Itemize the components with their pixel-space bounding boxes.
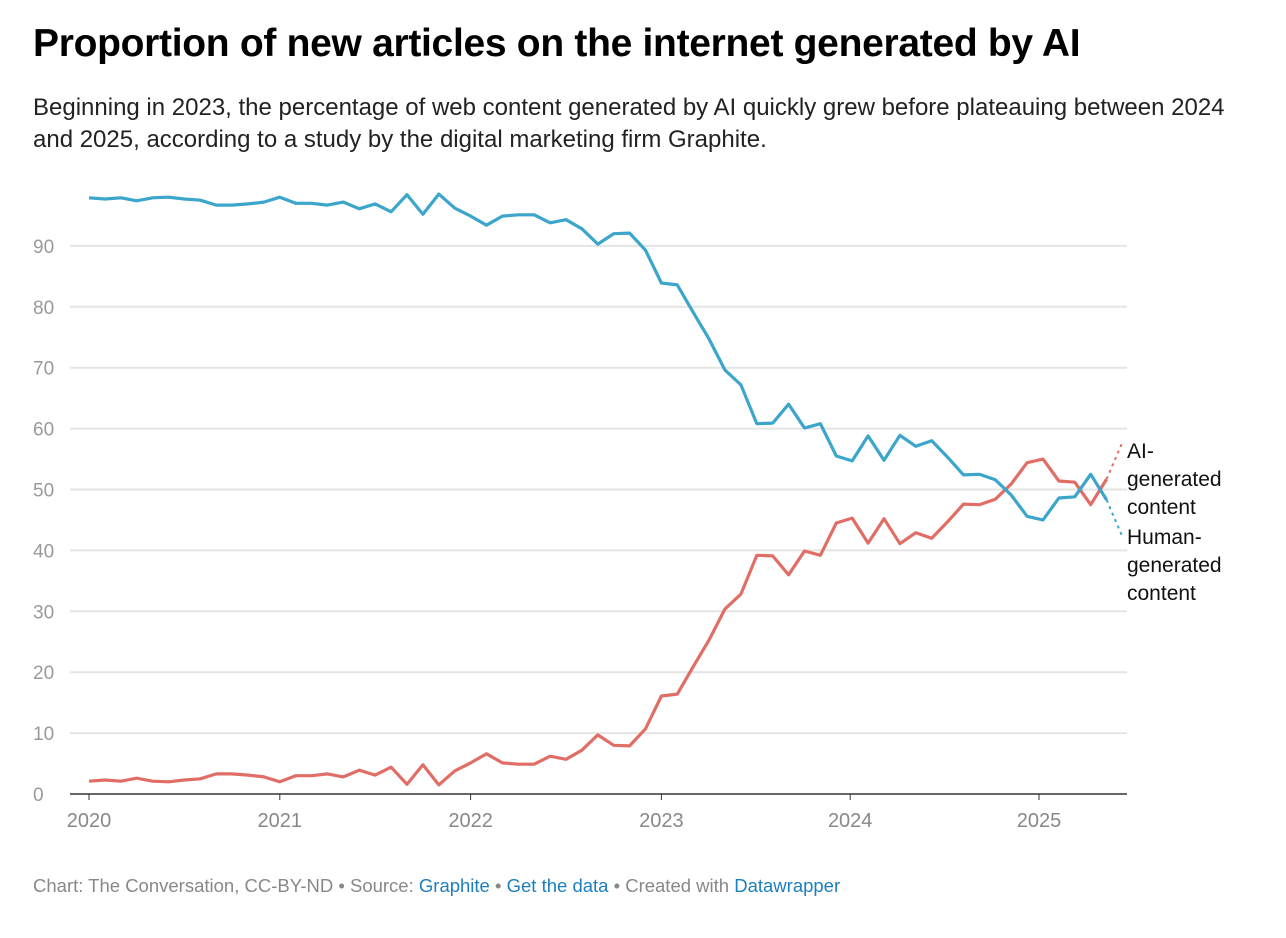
- chart-title: Proportion of new articles on the intern…: [33, 22, 1081, 65]
- x-tick-label: 2023: [639, 810, 684, 832]
- x-tick-label: 2025: [1017, 810, 1062, 832]
- footer-separator: •: [489, 875, 507, 896]
- human-series-label: Human-: [1127, 526, 1202, 549]
- source-link[interactable]: Graphite: [418, 875, 490, 896]
- ai-projection-line: [1105, 441, 1124, 480]
- ai-series-label: AI-: [1127, 440, 1154, 463]
- line-chart: 0 10 20 30 40 50 60 70 80 90 2020 2021 2022 2023 2024…: [33, 192, 1222, 832]
- y-tick-label: 80: [33, 298, 54, 319]
- x-tick-label: 2020: [67, 810, 112, 832]
- y-tick-label: 90: [33, 237, 54, 258]
- y-tick-label: 40: [33, 541, 54, 562]
- human-series-label: generated: [1127, 554, 1222, 577]
- x-tick-label: 2021: [258, 810, 303, 832]
- chart-subtitle: Beginning in 2023, the percentage of web…: [33, 94, 1225, 153]
- x-tick-label: 2024: [828, 810, 873, 832]
- get-data-link[interactable]: Get the data: [506, 875, 609, 896]
- human-series-line: [88, 192, 1108, 522]
- y-tick-label: 50: [33, 481, 54, 502]
- footer-created-with: • Created with: [608, 875, 735, 896]
- datawrapper-link[interactable]: Datawrapper: [734, 875, 841, 896]
- x-tick-label: 2022: [448, 810, 493, 832]
- y-tick-label: 0: [33, 785, 44, 806]
- ai-series-label: generated: [1127, 468, 1222, 491]
- y-tick-label: 10: [33, 724, 54, 745]
- ai-series-label: content: [1127, 496, 1196, 519]
- y-tick-label: 60: [33, 420, 54, 441]
- footer-credit: Chart: The Conversation, CC-BY-ND • Sour…: [33, 875, 419, 896]
- ai-series-line: [88, 457, 1108, 787]
- y-tick-label: 30: [33, 602, 54, 623]
- human-series-label: content: [1127, 582, 1196, 605]
- y-tick-label: 70: [33, 359, 54, 380]
- human-projection-line: [1105, 499, 1124, 538]
- chart-footer: Chart: The Conversation, CC-BY-ND • Sour…: [33, 875, 840, 897]
- y-tick-label: 20: [33, 663, 54, 684]
